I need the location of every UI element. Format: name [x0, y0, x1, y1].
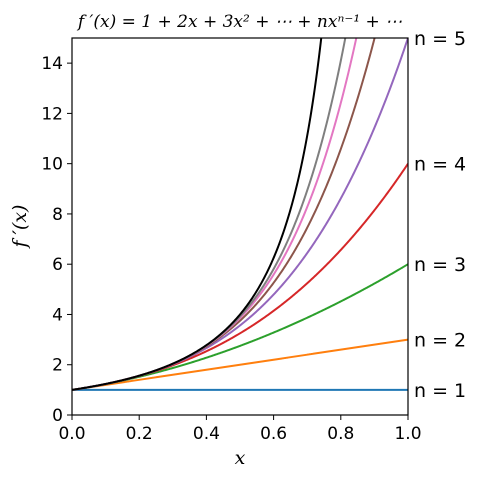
- x-axis-label: x: [235, 447, 246, 469]
- y-tick-label: 14: [41, 54, 63, 74]
- y-tick-label: 4: [52, 305, 63, 325]
- series-line-n3: [72, 263, 408, 391]
- x-tick-label: 0.0: [58, 424, 85, 444]
- series-line-n2: [72, 338, 408, 391]
- x-tick-label: 0.4: [193, 424, 220, 444]
- x-axis: 0.0 0.2 0.4 0.6 0.8 1.0: [58, 415, 422, 444]
- series-line-n8: [72, 38, 347, 391]
- y-tick-label: 2: [52, 356, 63, 376]
- curve-labels: n = 1 n = 2 n = 3 n = 4 n = 5: [414, 28, 466, 402]
- y-tick-label: 6: [52, 255, 63, 275]
- y-tick-label: 12: [41, 104, 63, 124]
- y-axis: 0 2 4 6 8 10 12 14: [41, 54, 72, 426]
- curve-label: n = 1: [414, 380, 466, 402]
- curve-label: n = 2: [414, 330, 466, 352]
- chart-title: f ′(x) = 1 + 2x + 3x² + ⋯ + nxⁿ⁻¹ + ⋯: [76, 12, 402, 32]
- curve-label: n = 3: [414, 254, 466, 276]
- x-tick-label: 0.8: [327, 424, 354, 444]
- series-line-n5: [72, 38, 408, 391]
- curve-label: n = 4: [414, 154, 466, 176]
- plot-frame: [71, 37, 409, 416]
- curve-label: n = 5: [414, 28, 466, 50]
- series-line-n4: [72, 163, 408, 391]
- y-tick-label: 0: [52, 406, 63, 426]
- series-line-n7: [72, 38, 358, 391]
- curves-group: [72, 38, 408, 391]
- y-tick-label: 10: [41, 155, 63, 175]
- x-tick-label: 0.6: [260, 424, 287, 444]
- series-line-limit: [72, 38, 323, 391]
- y-axis-label: f ′(x): [9, 205, 31, 250]
- x-tick-label: 1.0: [394, 424, 421, 444]
- y-tick-label: 8: [52, 205, 63, 225]
- series-line-n6: [72, 38, 376, 391]
- x-tick-label: 0.2: [126, 424, 153, 444]
